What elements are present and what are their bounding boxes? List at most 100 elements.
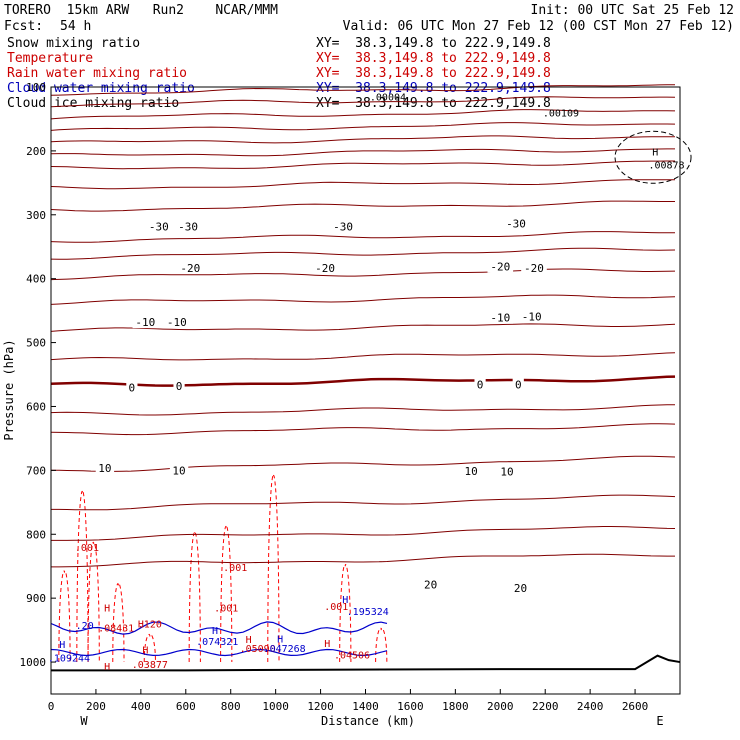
mixing-ratio-label: .074321 — [196, 637, 238, 648]
x-tick-label: 1000 — [262, 700, 289, 713]
zero-isotherm-line — [50, 375, 676, 387]
isotherm-line — [51, 526, 676, 541]
y-tick-label: 100 — [26, 81, 46, 94]
y-tick-label: 700 — [26, 464, 46, 477]
isotherm-label: 20 — [424, 579, 437, 592]
isotherm-label: 0 — [129, 381, 136, 394]
isotherm-label: 20 — [514, 582, 527, 595]
maximum-marker: H — [212, 626, 218, 637]
label-background — [169, 463, 189, 477]
label-background — [512, 377, 524, 391]
label-background — [521, 260, 547, 274]
rain-contour — [339, 564, 352, 663]
isotherm-line — [50, 122, 676, 131]
label-background — [312, 260, 338, 274]
cloud-water-contour — [50, 621, 388, 635]
x-tick-label: 0 — [48, 700, 55, 713]
isotherm-line — [50, 96, 676, 108]
label-background — [461, 464, 481, 478]
legend-label-snow: Snow mixing ratio — [7, 36, 141, 51]
isotherm-label: 10 — [98, 462, 111, 475]
label-background — [511, 580, 530, 594]
forecast-label: Fcst: — [4, 19, 44, 34]
isotherm-line — [50, 135, 675, 144]
label-background — [132, 315, 159, 329]
isotherm-line — [50, 231, 675, 243]
isotherm-label: 0 — [515, 379, 522, 392]
label-background — [177, 260, 204, 274]
x-tick-label: 800 — [221, 700, 241, 713]
isotherm-label: -10 — [522, 310, 542, 323]
rain-contour — [220, 525, 233, 663]
x-tick-label: 2600 — [622, 700, 649, 713]
isotherm-line — [50, 247, 676, 260]
label-background — [474, 377, 486, 391]
rain-contour — [375, 627, 388, 663]
label-background — [95, 460, 115, 474]
mixing-ratio-label: .05090 — [240, 644, 276, 655]
y-tick-label: 500 — [26, 337, 46, 350]
mixing-ratio-label: .04506 — [334, 650, 370, 661]
legend-label-temperature: Temperature — [7, 51, 94, 66]
rain-contour — [76, 490, 89, 663]
y-tick-label: 400 — [26, 273, 46, 286]
isotherm-line — [50, 423, 676, 436]
label-background — [126, 380, 138, 394]
terrain-profile — [51, 654, 681, 672]
mixing-ratio-label: .001 — [223, 563, 247, 574]
label-background — [173, 379, 185, 393]
maximum-marker: H — [342, 595, 348, 606]
isotherm-line — [50, 352, 676, 361]
mixing-ratio-contours — [50, 130, 692, 663]
isotherm-line — [51, 455, 676, 472]
label-background — [487, 310, 514, 324]
isotherm-label: 0 — [176, 380, 183, 393]
x-tick-label: 1400 — [352, 700, 379, 713]
y-tick-label: 900 — [26, 592, 46, 605]
label-background — [497, 464, 517, 478]
mixing-ratio-label: .00878 — [648, 160, 684, 171]
maximum-marker: H — [138, 620, 144, 631]
y-tick-label: 800 — [26, 528, 46, 541]
maximum-marker: H — [277, 634, 283, 645]
legend-xy-temperature: XY= 38.3,149.8 to 222.9,149.8 — [316, 51, 551, 66]
maximum-marker: H — [652, 148, 658, 159]
mixing-ratio-label: .00004 — [370, 93, 406, 104]
y-tick-label: 300 — [26, 209, 46, 222]
label-background — [330, 219, 356, 233]
y-tick-label: 1000 — [20, 656, 47, 669]
isotherm-label: -20 — [490, 261, 510, 274]
legend-label-rain: Rain water mixing ratio — [7, 66, 188, 81]
mixing-ratio-label: .120 — [138, 620, 162, 631]
isotherm-label: -30 — [178, 220, 198, 233]
mixing-ratio-label: .20 — [76, 621, 94, 632]
x-tick-label: 200 — [86, 700, 106, 713]
legend-label-cloud-water: Cloud water mixing ratio — [7, 81, 195, 96]
isotherm-line — [50, 109, 676, 120]
label-background — [175, 219, 201, 233]
isotherm-label: -10 — [135, 316, 155, 329]
rain-contour — [188, 532, 201, 663]
terrain-line — [51, 654, 681, 672]
mixing-ratio-label: .001 — [214, 604, 238, 615]
label-background — [487, 259, 514, 273]
mixing-ratio-label: .109244 — [48, 654, 90, 665]
init-time: Init: 00 UTC Sat 25 Feb 12 — [530, 3, 735, 18]
x-tick-label: 2400 — [577, 700, 604, 713]
valid-time: Valid: 06 UTC Mon 27 Feb 12 (00 CST Mon … — [342, 19, 734, 34]
isotherm-line — [50, 179, 676, 190]
x-tick-label: 600 — [176, 700, 196, 713]
isotherm-label: -30 — [333, 220, 353, 233]
y-tick-label: 200 — [26, 145, 46, 158]
isotherm-label: -30 — [506, 218, 526, 231]
isotherm-label: -10 — [490, 312, 510, 325]
rain-contour — [112, 583, 125, 663]
cloud-ice-contour — [614, 130, 692, 184]
maximum-marker: H — [104, 662, 110, 673]
isotherm-line — [50, 148, 675, 157]
mixing-ratio-label: .047268 — [264, 644, 306, 655]
isotherm-label: -20 — [315, 262, 335, 275]
isotherm-label: -30 — [149, 220, 169, 233]
y-tick-label: 600 — [26, 400, 46, 413]
